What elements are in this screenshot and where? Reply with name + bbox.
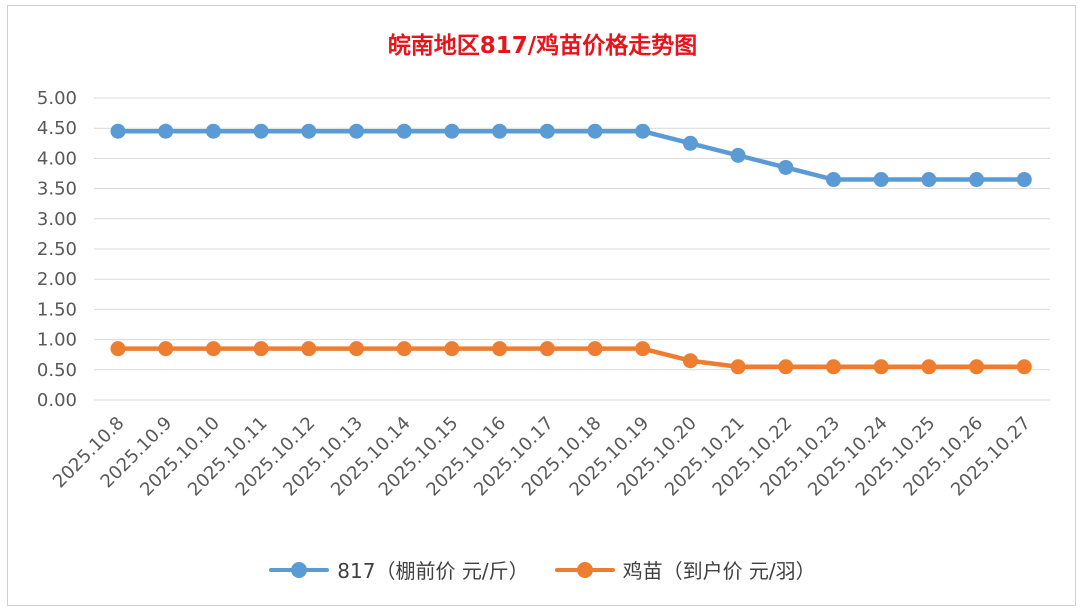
data-point[interactable] <box>349 123 364 139</box>
data-point[interactable] <box>587 341 603 357</box>
y-tick-label: 0.50 <box>37 360 77 381</box>
data-point[interactable] <box>778 159 794 175</box>
data-point[interactable] <box>301 123 317 139</box>
legend-label-chick: 鸡苗（到户价 元/羽） <box>622 559 816 583</box>
data-point[interactable] <box>110 123 126 139</box>
gridlines <box>94 97 1050 401</box>
data-point[interactable] <box>158 341 174 357</box>
data-point[interactable] <box>253 341 269 357</box>
y-tick-label: 4.00 <box>37 148 77 169</box>
data-point[interactable] <box>635 341 651 357</box>
series-line <box>118 346 1025 370</box>
legend-item-chick[interactable]: 鸡苗（到户价 元/羽） <box>554 555 816 584</box>
data-point[interactable] <box>969 172 985 188</box>
legend-item-817[interactable]: 817（棚前价 元/斤） <box>269 555 529 584</box>
data-point[interactable] <box>396 341 412 357</box>
y-tick-label: 2.00 <box>37 269 77 290</box>
data-point[interactable] <box>444 123 460 139</box>
data-point[interactable] <box>778 359 794 375</box>
data-point[interactable] <box>1016 172 1032 188</box>
data-point[interactable] <box>158 123 174 139</box>
series-lines <box>110 123 1032 375</box>
data-point[interactable] <box>205 341 221 357</box>
y-axis-ticks: 0.00 0.50 1.00 1.50 2.00 2.50 3.00 3.50 4.00 4.50… <box>37 88 77 411</box>
y-tick-label: 3.00 <box>37 209 77 230</box>
data-point[interactable] <box>444 341 460 357</box>
y-tick-label: 0.00 <box>37 390 77 411</box>
data-point[interactable] <box>205 123 221 139</box>
data-point[interactable] <box>587 123 603 139</box>
chart-frame <box>7 5 1076 606</box>
data-point[interactable] <box>1016 359 1032 375</box>
data-point[interactable] <box>969 359 985 375</box>
legend-swatch-chick <box>554 561 615 578</box>
series-line <box>118 128 1025 182</box>
data-point[interactable] <box>682 135 698 151</box>
data-point[interactable] <box>921 172 937 188</box>
data-point[interactable] <box>396 123 412 139</box>
series-1 <box>110 341 1032 375</box>
data-point[interactable] <box>110 341 126 357</box>
data-point[interactable] <box>873 359 889 375</box>
data-point[interactable] <box>539 341 555 357</box>
y-tick-label: 3.50 <box>37 179 77 200</box>
chart-title: 皖南地区817/鸡苗价格走势图 <box>387 33 698 59</box>
y-tick-label: 1.00 <box>37 330 77 351</box>
data-point[interactable] <box>349 341 364 357</box>
data-point[interactable] <box>921 359 937 375</box>
data-point[interactable] <box>492 123 508 139</box>
data-point[interactable] <box>539 123 555 139</box>
data-point[interactable] <box>682 353 698 369</box>
y-tick-label: 5.00 <box>37 88 77 109</box>
legend-swatch-817 <box>269 561 330 578</box>
data-point[interactable] <box>826 172 841 188</box>
data-point[interactable] <box>492 341 508 357</box>
data-point[interactable] <box>730 359 746 375</box>
y-tick-label: 2.50 <box>37 239 77 260</box>
data-point[interactable] <box>253 123 269 139</box>
data-point[interactable] <box>873 172 889 188</box>
data-point[interactable] <box>826 359 841 375</box>
series-0 <box>110 123 1032 188</box>
data-point[interactable] <box>301 341 317 357</box>
data-point[interactable] <box>635 123 651 139</box>
legend: 817（棚前价 元/斤） 鸡苗（到户价 元/羽） <box>0 555 1085 584</box>
legend-label-817: 817（棚前价 元/斤） <box>337 559 529 583</box>
y-tick-label: 4.50 <box>37 118 77 139</box>
y-tick-label: 1.50 <box>37 299 77 320</box>
data-point[interactable] <box>730 147 746 163</box>
x-axis-ticks: 2025.10.82025.10.92025.10.102025.10.1120… <box>49 413 1035 501</box>
